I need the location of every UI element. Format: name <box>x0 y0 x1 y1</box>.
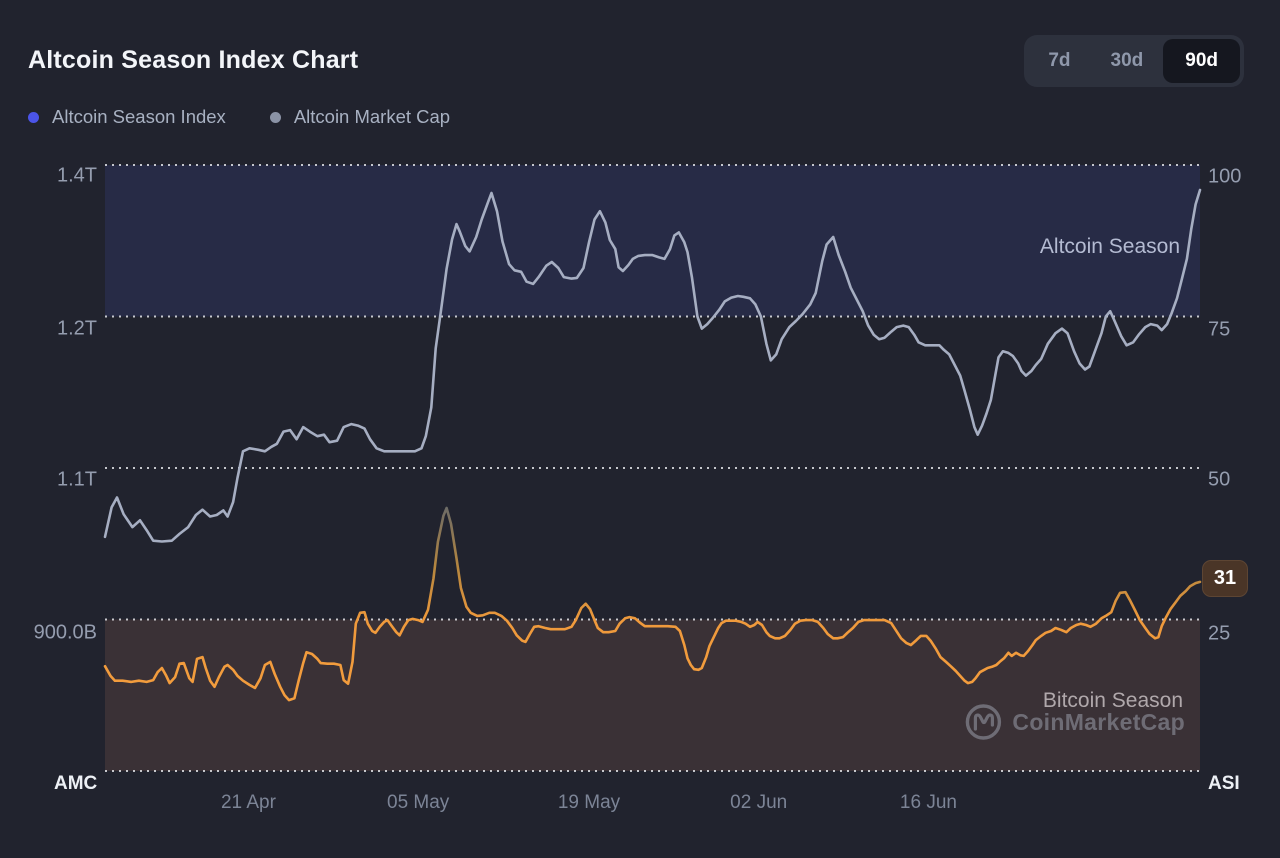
right-axis-name: ASI <box>1208 773 1240 794</box>
x-axis-tick-4: 16 Jun <box>899 792 957 813</box>
watermark: CoinMarketCap <box>963 702 1185 742</box>
y-axis-left-tick-1: 1.2T <box>56 317 97 340</box>
x-axis-tick-0: 21 Apr <box>220 792 276 813</box>
altcoin-season-zone-label: Altcoin Season <box>1039 235 1180 258</box>
altcoin-season-index-line-series <box>103 506 1202 702</box>
y-axis-left-tick-3: 900.0B <box>33 621 97 644</box>
y-axis-left-tick-0: 1.4T <box>56 164 97 187</box>
y-axis-right-tick-3: 25 <box>1208 622 1231 645</box>
legend-dot-blue-icon <box>28 111 39 123</box>
y-axis-right-tick-0: 100 <box>1208 165 1242 188</box>
current-value-badge: 31 <box>1202 560 1248 597</box>
y-axis-right-tick-2: 50 <box>1208 468 1231 491</box>
legend-dot-gray-icon <box>269 111 281 123</box>
coinmarketcap-logo-icon <box>965 704 1002 740</box>
x-axis-tick-1: 05 May <box>387 792 450 813</box>
left-axis-name: AMC <box>54 773 98 794</box>
legend-label: Altcoin Season Index <box>52 106 226 127</box>
gridlines <box>105 164 1200 772</box>
x-axis-tick-3: 02 Jun <box>730 792 788 813</box>
legend: Altcoin Season Index Altcoin Market Cap <box>28 106 450 128</box>
y-axis-left-tick-2: 1.1T <box>56 468 97 491</box>
altcoin-market-cap-line-series <box>103 188 1202 543</box>
bitcoin-season-zone-label: Bitcoin Season <box>1042 689 1183 712</box>
legend-label: Altcoin Market Cap <box>293 106 451 127</box>
x-axis-tick-2: 19 May <box>557 792 621 813</box>
legend-item-altcoin-market-cap[interactable]: Altcoin Market Cap <box>269 106 451 128</box>
page-title: Altcoin Season Index Chart <box>28 46 359 74</box>
legend-item-altcoin-season-index[interactable]: Altcoin Season Index <box>28 106 226 128</box>
time-range-group: 7d 30d 90d <box>1024 35 1244 87</box>
watermark-text: CoinMarketCap <box>1012 708 1185 735</box>
time-range-90d[interactable]: 90d <box>1163 39 1240 83</box>
zone-altcoin-season <box>105 165 1200 317</box>
time-range-7d[interactable]: 7d <box>1028 39 1090 83</box>
y-axis-right-tick-1: 75 <box>1208 318 1231 341</box>
zone-bitcoin-season <box>105 619 1200 771</box>
time-range-30d[interactable]: 30d <box>1091 39 1164 83</box>
